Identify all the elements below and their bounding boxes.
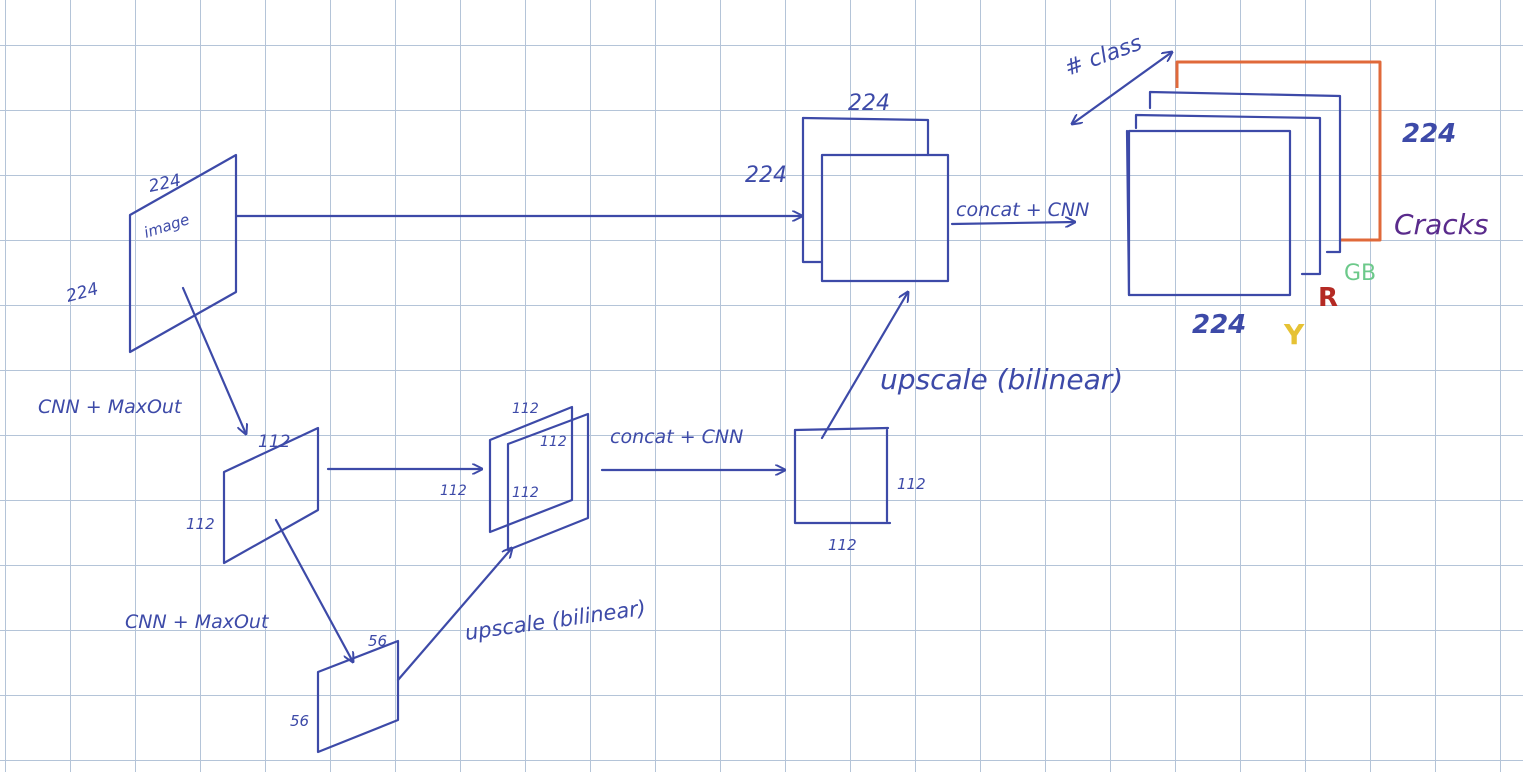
arrow-upscale2 [820, 292, 908, 440]
top-concat-width-label: 224 [848, 91, 890, 116]
output-stack [1125, 60, 1382, 297]
mid-concat-top-label: 112 [512, 401, 539, 417]
input-image-plane [128, 153, 238, 354]
arrow-image-to-112 [181, 286, 246, 434]
mid-concat-inner-height-label: 112 [512, 485, 539, 501]
step1-op-label: CNN + MaxOut [38, 396, 183, 418]
cracks-channel [1175, 60, 1382, 242]
output-height-label: 224 [1402, 119, 1456, 149]
top-concat-height-label: 224 [745, 163, 787, 188]
arrow-concat2 [950, 222, 1075, 224]
step2-op-label: CNN + MaxOut [125, 611, 270, 633]
top-concat-block [801, 116, 950, 283]
up1-op-label: upscale (bilinear) [463, 596, 647, 645]
concat2-op-label: concat + CNN [956, 199, 1089, 221]
y-label: Y [1283, 318, 1305, 351]
r-label: R [1318, 283, 1338, 313]
class-depth-label: # class [1062, 31, 1146, 82]
plane-112 [222, 426, 320, 565]
mid-out-height-label: 112 [897, 475, 926, 493]
class-depth-arrow [1072, 52, 1172, 124]
input-height-label: 224 [64, 279, 101, 307]
plane-112-width-label: 112 [258, 432, 290, 452]
arrow-112-to-56 [274, 518, 353, 662]
plane-56-width-label: 56 [368, 632, 387, 650]
mid-concat-inner-width-label: 112 [540, 434, 567, 450]
plane-56-height-label: 56 [290, 712, 309, 730]
mid-concat-left-label: 112 [440, 483, 467, 499]
mid-out-square [793, 426, 892, 525]
gb-label: GB [1344, 261, 1376, 286]
plane-56 [316, 639, 400, 754]
mid-concat-block [488, 405, 590, 552]
r-channel [1134, 113, 1322, 276]
output-width-label: 224 [1192, 310, 1246, 340]
concat1-op-label: concat + CNN [610, 426, 743, 448]
arrow-56-upscale [396, 548, 512, 682]
input-width-label: 224 [147, 171, 183, 197]
mid-out-width-label: 112 [828, 536, 857, 554]
up2-op-label: upscale (bilinear) [880, 363, 1123, 396]
cracks-label: Cracks [1394, 208, 1488, 241]
input-label: image [142, 210, 192, 242]
plane-112-height-label: 112 [186, 515, 215, 533]
y-channel [1127, 129, 1292, 297]
